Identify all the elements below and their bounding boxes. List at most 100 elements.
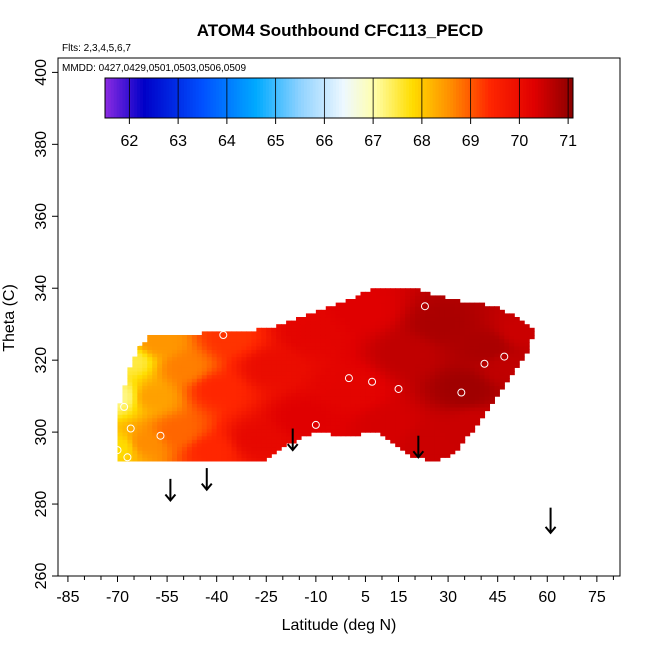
heatmap-cell — [241, 374, 248, 379]
heatmap-cell — [142, 388, 148, 394]
heatmap-cell — [152, 446, 158, 451]
heatmap-cell — [305, 331, 312, 336]
heatmap-cell — [370, 428, 376, 433]
heatmap-cell — [172, 356, 178, 361]
heatmap-cell — [172, 345, 178, 350]
colorbar-cell — [333, 78, 337, 118]
heatmap-cell — [335, 352, 342, 358]
heatmap-cell — [360, 388, 367, 394]
heatmap-cell — [429, 435, 436, 440]
heatmap-cell — [454, 446, 461, 451]
heatmap-cell — [410, 381, 416, 386]
heatmap-cell — [142, 450, 148, 455]
heatmap-cell — [405, 421, 411, 426]
heatmap-cell — [147, 403, 153, 408]
heatmap-cell — [162, 360, 168, 365]
heatmap-cell — [385, 410, 391, 415]
heatmap-cell — [296, 363, 302, 368]
heatmap-cell — [221, 367, 228, 372]
heatmap-cell — [286, 406, 292, 412]
heatmap-cell — [300, 334, 307, 340]
colorbar-cell — [494, 78, 498, 118]
heatmap-cell — [519, 327, 525, 332]
heatmap-cell — [137, 388, 143, 394]
heatmap-cell — [424, 403, 431, 408]
heatmap-cell — [167, 374, 173, 379]
heatmap-cell — [439, 327, 446, 332]
heatmap-cell — [117, 403, 124, 408]
heatmap-cell — [216, 334, 223, 340]
heatmap-cell — [201, 334, 208, 340]
heatmap-cell — [355, 302, 362, 307]
heatmap-cell — [424, 360, 431, 365]
heatmap-cell — [405, 442, 411, 448]
heatmap-cell — [177, 356, 183, 361]
heatmap-cell — [365, 309, 372, 315]
heatmap-cell — [221, 453, 228, 458]
heatmap-cell — [152, 417, 158, 422]
heatmap-cell — [499, 374, 505, 379]
heatmap-cell — [355, 388, 362, 394]
heatmap-cell — [469, 334, 476, 340]
heatmap-cell — [365, 399, 372, 404]
heatmap-cell — [191, 410, 198, 415]
heatmap-cell — [360, 385, 367, 390]
heatmap-cell — [177, 345, 183, 350]
heatmap-cell — [355, 414, 362, 419]
heatmap-cell — [340, 349, 347, 354]
heatmap-cell — [350, 403, 357, 408]
heatmap-cell — [152, 378, 158, 383]
heatmap-cell — [479, 406, 486, 412]
heatmap-cell — [330, 410, 337, 415]
heatmap-cell — [474, 403, 481, 408]
heatmap-cell — [429, 367, 436, 372]
heatmap-cell — [261, 367, 267, 372]
heatmap-cell — [261, 381, 267, 386]
colorbar-cell — [242, 78, 246, 118]
heatmap-cell — [142, 374, 148, 379]
heatmap-cell — [449, 399, 456, 404]
heatmap-cell — [117, 453, 124, 458]
heatmap-cell — [246, 406, 252, 412]
heatmap-cell — [191, 345, 198, 350]
heatmap-cell — [226, 406, 233, 412]
heatmap-cell — [206, 428, 213, 433]
heatmap-cell — [395, 352, 401, 358]
heatmap-cell — [122, 432, 129, 437]
heatmap-cell — [211, 385, 218, 390]
heatmap-cell — [360, 345, 367, 350]
heatmap-cell — [201, 356, 208, 361]
heatmap-cell — [251, 399, 257, 404]
heatmap-cell — [320, 403, 327, 408]
heatmap-cell — [296, 396, 302, 401]
colorbar-cell — [426, 78, 431, 118]
heatmap-cell — [524, 349, 530, 354]
heatmap-cell — [424, 446, 431, 451]
heatmap-cell — [241, 453, 248, 458]
heatmap-cell — [380, 309, 386, 315]
heatmap-cell — [157, 381, 163, 386]
heatmap-cell — [390, 424, 396, 430]
heatmap-cell — [350, 381, 357, 386]
heatmap-cell — [152, 428, 158, 433]
heatmap-cell — [385, 324, 391, 329]
heatmap-cell — [172, 435, 178, 440]
heatmap-cell — [137, 399, 143, 404]
heatmap-cell — [424, 338, 431, 343]
heatmap-cell — [330, 363, 337, 368]
heatmap-cell — [181, 356, 188, 361]
heatmap-cell — [479, 352, 486, 358]
heatmap-cell — [281, 331, 287, 336]
heatmap-cell — [325, 385, 332, 390]
heatmap-cell — [266, 424, 272, 430]
heatmap-cell — [424, 428, 431, 433]
heatmap-cell — [231, 381, 238, 386]
colorbar-cell — [377, 78, 381, 118]
heatmap-cell — [271, 378, 277, 383]
heatmap-cell — [325, 360, 332, 365]
heatmap-cell — [504, 334, 510, 340]
colorbar-cell — [186, 78, 191, 118]
heatmap-cell — [211, 367, 218, 372]
heatmap-cell — [152, 360, 158, 365]
heatmap-cell — [499, 331, 505, 336]
